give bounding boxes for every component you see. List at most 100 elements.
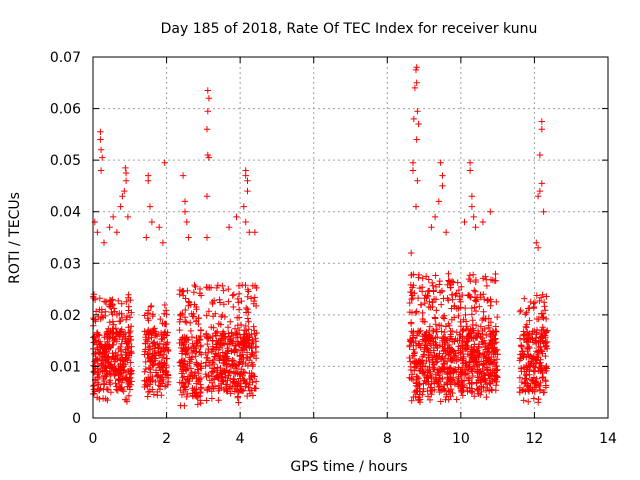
roti-point <box>490 350 497 357</box>
roti-point <box>205 154 213 161</box>
roti-point <box>481 361 489 368</box>
roti-point <box>90 334 98 341</box>
roti-point <box>193 393 200 400</box>
roti-point <box>182 366 189 373</box>
roti-point <box>118 351 125 358</box>
roti-point <box>419 391 426 398</box>
roti-point <box>428 373 435 381</box>
roti-point <box>410 328 417 335</box>
roti-point <box>251 330 258 338</box>
roti-point <box>203 397 210 404</box>
roti-point <box>224 324 232 331</box>
roti-point <box>456 331 463 338</box>
roti-point <box>455 312 462 320</box>
roti-point <box>524 345 531 353</box>
roti-point <box>407 320 415 327</box>
roti-point <box>225 224 233 231</box>
roti-point <box>427 384 434 391</box>
roti-point <box>426 396 434 404</box>
roti-point <box>535 396 542 403</box>
roti-point <box>125 392 133 399</box>
roti-point <box>159 239 167 246</box>
roti-point <box>205 95 213 102</box>
roti-point <box>436 374 443 381</box>
roti-point <box>208 395 216 402</box>
roti-point <box>159 366 166 374</box>
roti-point <box>213 337 220 345</box>
roti-point <box>468 379 476 386</box>
roti-point <box>235 290 243 298</box>
roti-point <box>185 373 193 380</box>
roti-point <box>417 327 424 334</box>
roti-point <box>457 387 465 394</box>
roti-point <box>147 375 154 382</box>
plot-frame <box>92 56 609 419</box>
roti-point <box>182 306 189 314</box>
roti-point <box>122 164 129 172</box>
roti-point <box>429 279 436 287</box>
roti-point <box>212 350 219 358</box>
roti-point <box>205 308 213 315</box>
roti-point <box>118 328 125 335</box>
y-tick-label: 0.07 <box>50 50 81 66</box>
roti-point <box>145 331 152 339</box>
roti-point <box>222 335 229 343</box>
roti-point <box>447 278 455 286</box>
roti-point <box>122 169 130 177</box>
roti-point <box>441 366 448 373</box>
roti-point <box>477 333 484 340</box>
roti-point <box>97 146 105 153</box>
roti-point <box>220 301 228 308</box>
roti-point <box>543 363 550 370</box>
roti-point <box>432 283 440 291</box>
roti-point <box>244 177 251 184</box>
roti-point <box>176 286 184 294</box>
roti-point <box>251 229 259 236</box>
roti-point <box>446 364 454 371</box>
roti-point <box>181 314 189 321</box>
roti-point <box>117 203 124 210</box>
roti-point <box>249 392 257 399</box>
roti-point <box>536 387 544 394</box>
roti-point <box>477 391 484 398</box>
y-tick-label: 0.04 <box>50 205 81 221</box>
roti-point <box>122 177 130 184</box>
roti-point <box>493 298 500 306</box>
roti-point <box>452 292 459 299</box>
roti-point <box>439 182 446 190</box>
roti-point <box>493 372 500 380</box>
roti-point <box>432 272 439 279</box>
roti-point <box>181 361 188 368</box>
roti-point <box>232 346 240 353</box>
roti-point <box>204 108 211 115</box>
roti-point <box>516 308 524 315</box>
roti-point <box>235 339 242 347</box>
roti-point <box>127 323 135 330</box>
roti-point <box>236 371 243 378</box>
roti-point <box>524 335 532 342</box>
roti-point <box>126 329 133 336</box>
roti-point <box>237 347 245 354</box>
roti-point <box>533 375 540 383</box>
roti-point <box>491 377 498 384</box>
roti-point <box>244 286 251 293</box>
roti-point <box>225 285 232 293</box>
roti-point <box>241 339 248 346</box>
roti-point <box>413 136 420 143</box>
roti-point <box>235 361 242 368</box>
roti-point <box>239 281 246 289</box>
roti-point <box>425 354 432 361</box>
roti-point <box>220 356 227 363</box>
roti-point <box>203 234 211 241</box>
roti-point <box>126 386 134 393</box>
roti-point <box>438 328 445 335</box>
roti-point <box>481 375 488 382</box>
roti-point <box>158 331 165 339</box>
roti-point <box>459 350 467 358</box>
roti-point <box>416 328 423 335</box>
roti-point <box>425 349 433 356</box>
roti-point <box>210 375 218 382</box>
roti-point <box>441 341 449 348</box>
roti-point <box>180 338 188 346</box>
